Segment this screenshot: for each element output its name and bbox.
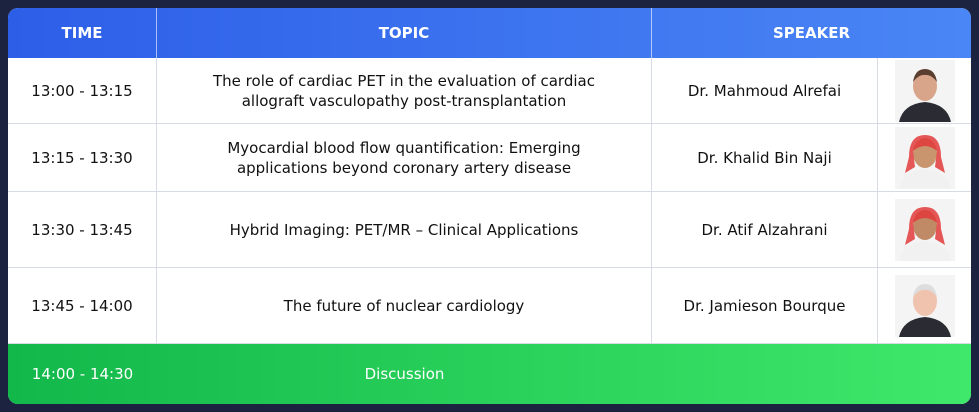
header-row: TIME TOPIC SPEAKER xyxy=(8,8,971,58)
header-cell: TOPIC xyxy=(157,8,652,58)
speaker-cell: Dr. Jamieson Bourque xyxy=(652,268,878,343)
time-cell: 13:30 - 13:45 xyxy=(8,192,157,267)
schedule-row: 13:30 - 13:45 Hybrid Imaging: PET/MR – Cl… xyxy=(8,192,971,268)
schedule-row: 13:00 - 13:15 The role of cardiac PET in … xyxy=(8,58,971,124)
speaker-cell: Dr. Khalid Bin Naji xyxy=(652,124,878,191)
time-cell: 13:15 - 13:30 xyxy=(8,124,157,191)
time-cell: 13:00 - 13:15 xyxy=(8,58,157,123)
speaker-photo xyxy=(894,198,955,261)
header-cell: SPEAKER xyxy=(772,24,851,42)
schedule-row: 13:15 - 13:30 Myocardial blood flow quant… xyxy=(8,124,971,192)
schedule-table: TIME TOPIC SPEAKER 13:00 - 13:15 The role… xyxy=(8,8,971,404)
topic-cell: The role of cardiac PET in the evaluatio… xyxy=(157,58,652,123)
header-cell: TIME xyxy=(8,8,157,58)
photo-cell xyxy=(878,268,971,343)
discussion-time: 14:00 - 14:30 xyxy=(31,365,134,383)
speaker-cell: Dr. Atif Alzahrani xyxy=(652,192,878,267)
speaker-photo xyxy=(894,126,955,189)
topic-cell: The future of nuclear cardiology xyxy=(157,268,652,343)
topic-cell: Hybrid Imaging: PET/MR – Clinical Applic… xyxy=(157,192,652,267)
discussion-label: Discussion xyxy=(364,365,445,383)
schedule-row: 13:45 - 14:00 The future of nuclear cardi… xyxy=(8,268,971,344)
photo-cell xyxy=(878,124,971,191)
topic-cell: Myocardial blood flow quantification: Em… xyxy=(157,124,652,191)
photo-cell xyxy=(878,192,971,267)
table-body: 13:00 - 13:15 The role of cardiac PET in … xyxy=(8,58,971,344)
discussion-row: 14:00 - 14:30 Discussion xyxy=(8,344,971,404)
photo-cell xyxy=(878,58,971,123)
speaker-photo xyxy=(894,59,955,122)
speaker-cell: Dr. Mahmoud Alrefai xyxy=(652,58,878,123)
time-cell: 13:45 - 14:00 xyxy=(8,268,157,343)
speaker-photo xyxy=(894,274,955,337)
